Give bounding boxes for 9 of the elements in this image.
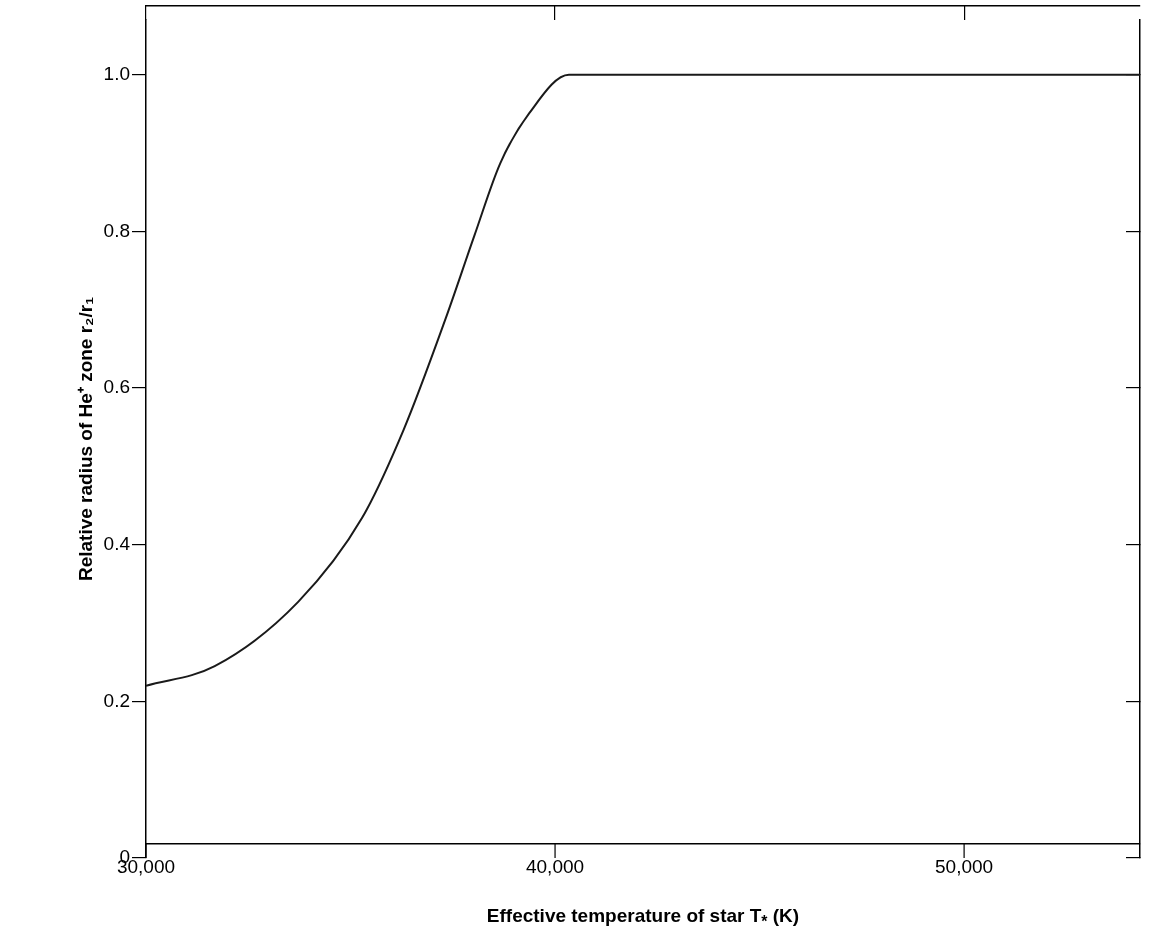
x-tick-label: 50,000 <box>935 855 994 877</box>
y-tick-label: 0.2 <box>103 689 130 711</box>
y-tick-label: 0.6 <box>103 376 130 398</box>
y-tick-label: 0.8 <box>103 219 130 241</box>
y-axis-title: Relative radius of He⁺ zone r₂/r₁ <box>74 296 97 582</box>
y-tick-label: 1.0 <box>103 63 130 85</box>
x-axis-title: Effective temperature of star T$_{*}$ (K) <box>485 905 801 931</box>
y-tick-label: 0.4 <box>103 532 131 554</box>
x-tick-label: 40,000 <box>525 855 585 877</box>
